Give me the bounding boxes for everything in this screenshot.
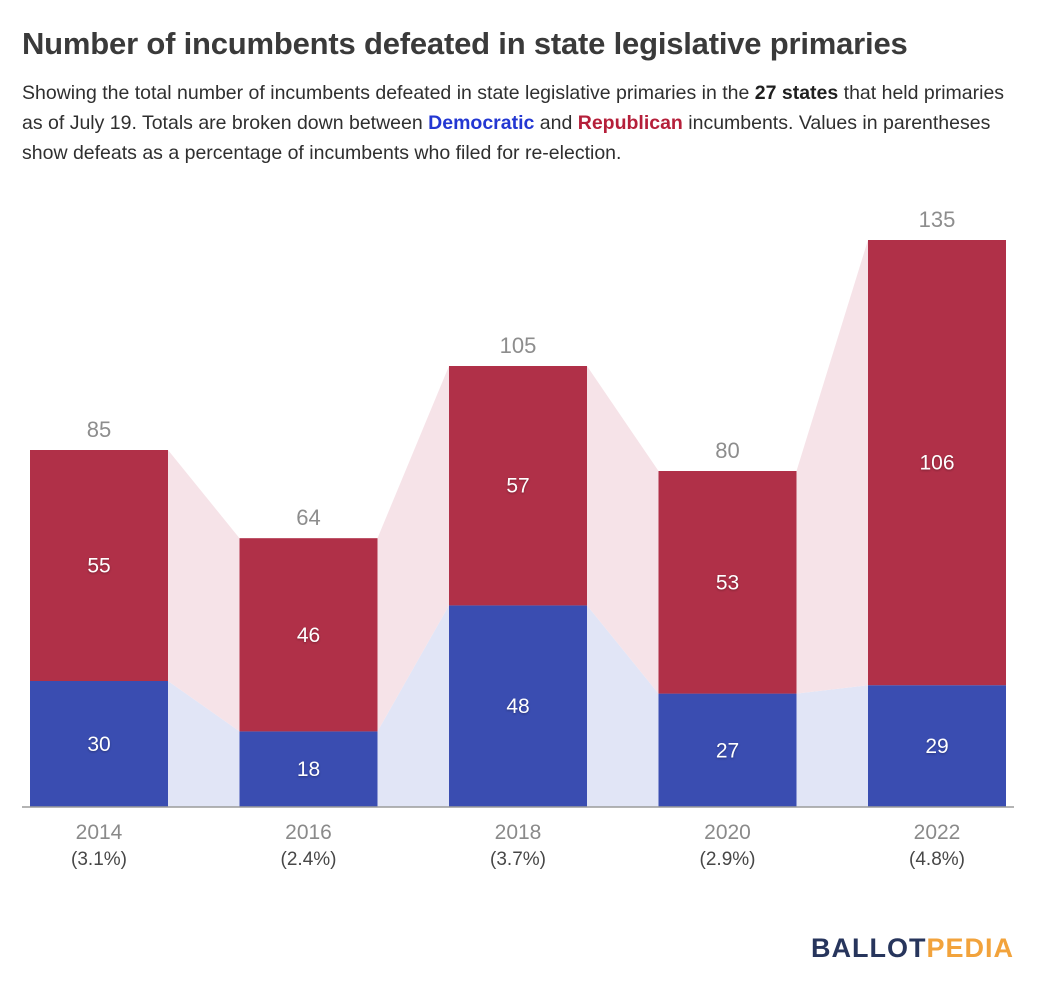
bar-republican-2020 xyxy=(658,471,797,694)
x-sublabel-2022: (4.8%) xyxy=(909,849,965,870)
subtitle-part1: Showing the total number of incumbents d… xyxy=(22,81,755,104)
label-democratic-2018: 48 xyxy=(506,695,529,718)
x-label-2020: 2020 xyxy=(704,821,751,844)
bar-democratic-2018 xyxy=(449,605,587,808)
x-sublabel-2014: (3.1%) xyxy=(71,849,127,870)
ballotpedia-logo: BALLOTPEDIA xyxy=(811,933,1014,964)
label-democratic-2022: 29 xyxy=(925,735,948,758)
label-total-2022: 135 xyxy=(919,207,956,232)
x-sublabel-2016: (2.4%) xyxy=(281,849,337,870)
subtitle-part3: and xyxy=(534,111,578,134)
logo-pedia-text: PEDIA xyxy=(926,933,1014,963)
label-total-2018: 105 xyxy=(500,333,537,358)
bar-republican-2018 xyxy=(449,366,587,606)
x-label-2014: 2014 xyxy=(76,821,123,844)
x-label-2022: 2022 xyxy=(914,821,961,844)
label-republican-2016: 46 xyxy=(297,624,320,647)
bar-republican-2022 xyxy=(868,240,1006,686)
stacked-bar-chart: 30 55 85 2014 (3.1%) 18 46 64 2016 (2.4%) 48 57 105 2… xyxy=(0,182,1040,882)
x-label-2018: 2018 xyxy=(495,821,542,844)
subtitle-states-bold: 27 states xyxy=(754,81,839,104)
label-total-2020: 80 xyxy=(715,438,739,463)
label-republican-2020: 53 xyxy=(716,572,739,595)
bar-democratic-2014 xyxy=(30,681,168,808)
logo-ballot-text: BALLOT xyxy=(810,933,927,963)
incumbents-defeated-chart: 30 55 85 2014 (3.1%) 18 46 64 2016 (2.4%) 48 57 105 2… xyxy=(22,207,1014,870)
chart-subtitle: Showing the total number of incumbents d… xyxy=(22,78,1016,169)
chart-title: Number of incumbents defeated in state l… xyxy=(22,26,908,61)
label-republican-2014: 55 xyxy=(87,555,110,578)
x-label-2016: 2016 xyxy=(285,821,332,844)
bar-democratic-2016 xyxy=(239,731,378,808)
bar-republican-2016 xyxy=(239,538,378,732)
subtitle-democratic-word: Democratic xyxy=(428,111,535,134)
bar-democratic-2022 xyxy=(868,685,1006,808)
chart-header: Number of incumbents defeated in state l… xyxy=(0,0,1040,168)
x-sublabel-2020: (2.9%) xyxy=(700,849,756,870)
bar-democratic-2020 xyxy=(658,693,797,808)
label-republican-2018: 57 xyxy=(506,475,529,498)
x-sublabel-2018: (3.7%) xyxy=(490,849,546,870)
subtitle-part4: incumbents. Values in parentheses show d… xyxy=(22,111,991,165)
label-total-2016: 64 xyxy=(296,505,320,530)
label-total-2014: 85 xyxy=(87,417,111,442)
subtitle-republican-word: Republican xyxy=(577,111,683,134)
label-democratic-2014: 30 xyxy=(87,733,110,756)
label-republican-2022: 106 xyxy=(919,452,954,475)
subtitle-part2: that held primaries as of July 19. Total… xyxy=(22,81,1005,134)
label-democratic-2020: 27 xyxy=(716,740,739,763)
label-democratic-2016: 18 xyxy=(297,758,320,781)
bar-republican-2014 xyxy=(30,450,168,682)
